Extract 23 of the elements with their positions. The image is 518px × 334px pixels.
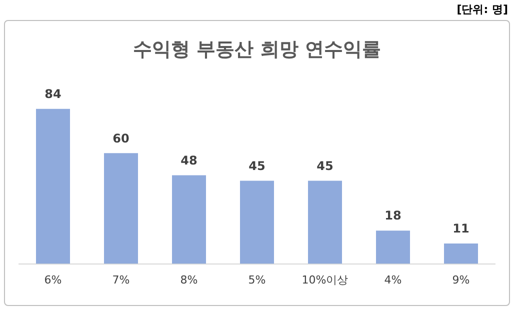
data-label: 11 <box>452 222 470 236</box>
bar <box>36 108 70 264</box>
text: [단위: 명] <box>456 2 508 17</box>
x-tick-label: 5% <box>248 273 266 286</box>
x-tick-label: 7% <box>112 273 130 286</box>
bar <box>104 153 138 264</box>
x-tick-label: 8% <box>180 273 198 286</box>
chart-title: 수익형 부동산 희망 연수익률 <box>133 38 381 60</box>
bar <box>240 180 274 264</box>
data-label: 84 <box>44 86 62 101</box>
data-label: 60 <box>112 131 130 146</box>
bar <box>444 244 478 264</box>
bar <box>376 230 410 264</box>
data-label: 18 <box>384 208 402 223</box>
x-tick-label: 9% <box>452 273 470 286</box>
data-label: 45 <box>316 158 334 173</box>
data-label: 48 <box>180 153 198 168</box>
x-tick-label: 10%이상 <box>302 273 348 286</box>
x-tick-label: 6% <box>44 273 62 286</box>
bar <box>308 180 342 264</box>
bar <box>172 175 206 264</box>
data-label: 45 <box>248 158 266 173</box>
x-tick-label: 4% <box>384 273 402 286</box>
